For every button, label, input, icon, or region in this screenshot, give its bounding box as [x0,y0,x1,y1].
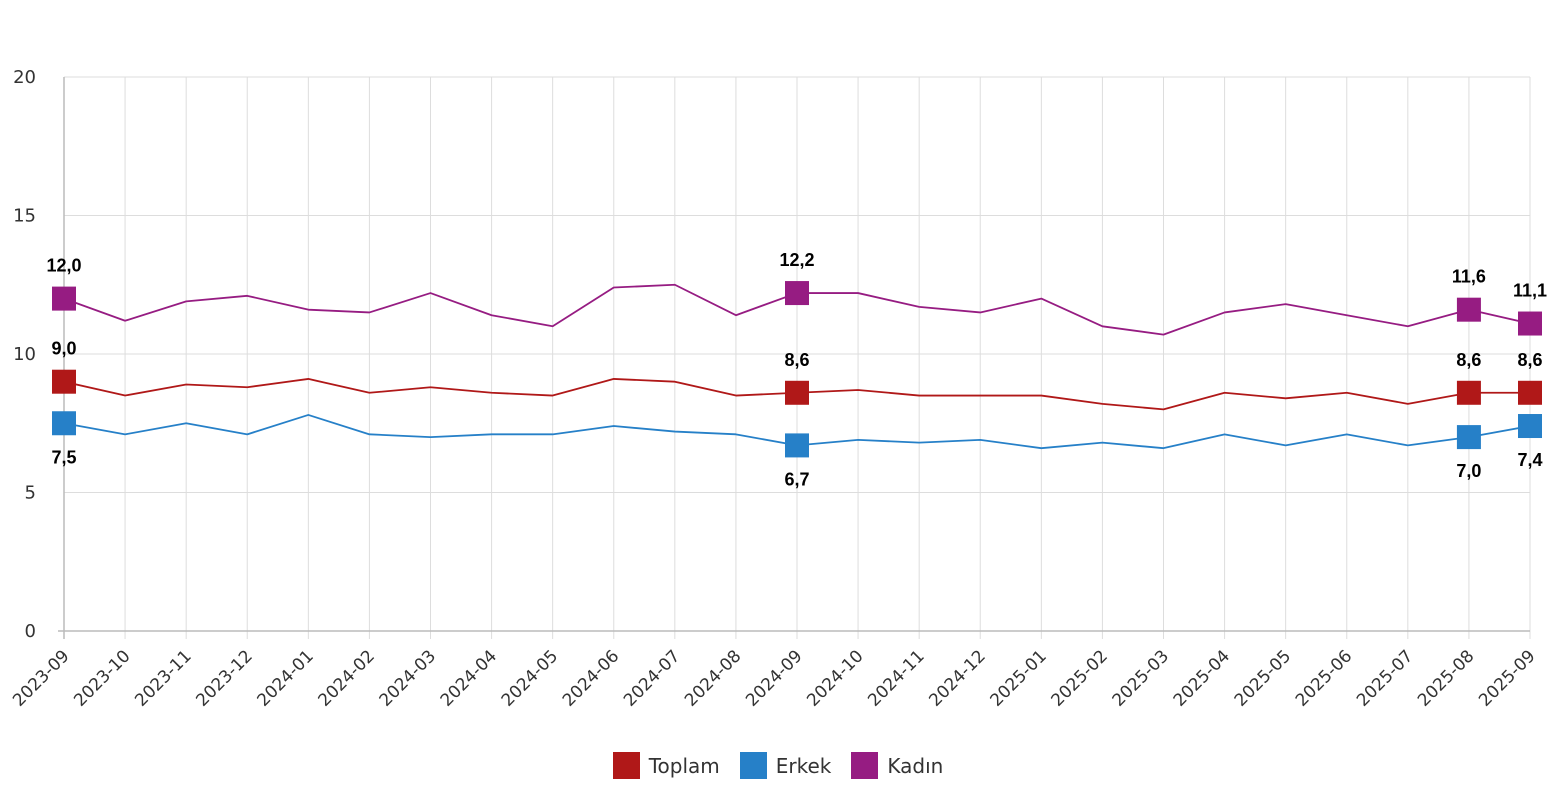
data-label: 7,4 [1517,450,1542,470]
x-tick-label: 2024-12 [925,646,989,710]
data-label: 9,0 [51,339,76,359]
data-point-marker [1518,380,1542,405]
data-point-marker [1456,380,1481,405]
x-tick-label: 2024-07 [620,646,684,710]
x-tick-label: 2024-10 [803,646,867,710]
x-tick-label: 2024-03 [376,646,440,710]
data-label: 8,6 [784,350,809,370]
data-point-marker [785,433,809,458]
x-tick-label: 2025-03 [1109,646,1173,710]
legend-swatch [851,752,879,779]
x-tick-label: 2023-12 [192,646,256,710]
data-label: 6,7 [784,469,809,489]
data-label: 11,6 [1452,267,1486,287]
data-label: 11,1 [1513,281,1547,301]
x-tick-label: 2023-10 [70,646,134,710]
x-tick-label: 2024-05 [498,646,562,710]
data-label: 8,6 [1517,350,1542,370]
x-tick-label: 2025-06 [1292,646,1356,710]
x-tick-label: 2023-09 [9,646,73,710]
legend-item-erkek[interactable]: Erkek [739,752,832,779]
x-tick-label: 2024-06 [559,646,623,710]
data-point-marker [785,281,809,306]
data-label: 7,0 [1456,461,1481,481]
y-tick-label: 5 [25,483,36,504]
legend-swatch [612,752,640,779]
data-label: 12,0 [46,256,81,276]
x-tick-label: 2024-11 [864,646,928,710]
x-tick-label: 2024-08 [681,646,745,710]
x-tick-label: 2025-08 [1414,646,1478,710]
x-tick-label: 2023-11 [131,646,195,710]
legend-item-toplam[interactable]: Toplam [612,752,720,779]
data-point-marker [1456,425,1481,450]
x-tick-label: 2024-02 [315,646,379,710]
data-point-marker [1518,311,1542,336]
x-tick-label: 2025-07 [1353,646,1417,710]
x-tick-label: 2025-09 [1475,646,1539,710]
x-tick-label: 2025-02 [1048,646,1112,710]
legend-item-kadın[interactable]: Kadın [851,752,943,779]
x-tick-label: 2025-01 [987,646,1051,710]
data-label: 8,6 [1456,350,1481,370]
data-point-marker [52,286,76,311]
legend-label: Erkek [775,753,832,778]
data-point-marker [1456,297,1481,322]
legend-label: Toplam [648,753,720,778]
x-tick-label: 2025-05 [1231,646,1295,710]
legend: Toplam Erkek Kadın [0,752,1556,779]
data-label: 12,2 [779,250,814,270]
x-tick-label: 2024-09 [742,646,806,710]
x-tick-label: 2025-04 [1170,646,1234,710]
data-markers [52,281,1542,458]
y-tick-label: 15 [13,206,36,227]
data-point-marker [52,411,76,436]
y-tick-label: 0 [25,621,36,642]
grid [58,76,1531,639]
x-axis-ticks: 2023-092023-102023-112023-122024-012024-… [9,646,1539,710]
legend-swatch [739,752,767,779]
x-tick-label: 2024-04 [437,646,501,710]
data-point-marker [52,369,76,394]
x-tick-label: 2024-01 [254,646,318,710]
y-tick-label: 10 [13,344,36,365]
data-labels: 9,0 8,6 8,6 8,6 7,5 6,7 7,0 7,4 12,0 12,2 11,6 11,1 [46,250,1547,489]
data-point-marker [785,380,809,405]
data-point-marker [1518,414,1542,439]
y-tick-label: 20 [13,67,36,88]
y-axis-ticks: 0 5 10 15 20 [13,67,36,642]
legend-label: Kadın [887,753,944,778]
data-label: 7,5 [51,447,76,467]
